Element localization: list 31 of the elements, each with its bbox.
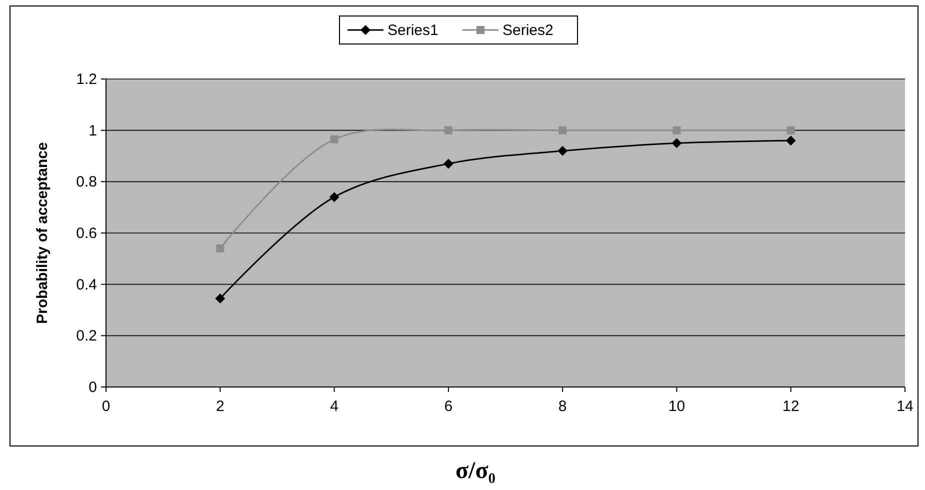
y-tick-label: 0 (88, 379, 97, 396)
x-tick-label: 10 (668, 398, 686, 415)
point (672, 126, 681, 134)
x-tick-label: 12 (782, 398, 800, 415)
y-tick-label: 1 (88, 122, 97, 140)
x-tick-label: 14 (896, 398, 914, 415)
x-tick-label: 4 (330, 398, 338, 415)
legend-label: Series1 (388, 22, 438, 39)
x-tick-label: 0 (102, 398, 110, 415)
point (330, 135, 338, 144)
point (558, 126, 567, 134)
x-tick-label: 6 (444, 398, 453, 415)
point (672, 138, 682, 148)
y-tick-label: 0.4 (76, 276, 97, 294)
point (215, 293, 226, 304)
x-tick-label: 8 (558, 398, 567, 415)
point (786, 126, 795, 134)
legend-label: Series2 (502, 22, 554, 39)
point (444, 126, 452, 134)
point (329, 192, 340, 202)
point (786, 136, 796, 146)
point (443, 158, 454, 169)
x-tick-label: 2 (216, 398, 224, 415)
point (216, 244, 224, 252)
y-axis-title: Probability of acceptance (34, 142, 51, 324)
y-tick-label: 1.2 (76, 71, 97, 88)
point (558, 146, 568, 156)
x-axis-title: σ/σ₀ (456, 458, 496, 484)
y-tick-label: 0.6 (76, 225, 97, 242)
y-tick-label: 0.8 (76, 174, 97, 191)
y-tick-label: 0.2 (76, 328, 97, 345)
